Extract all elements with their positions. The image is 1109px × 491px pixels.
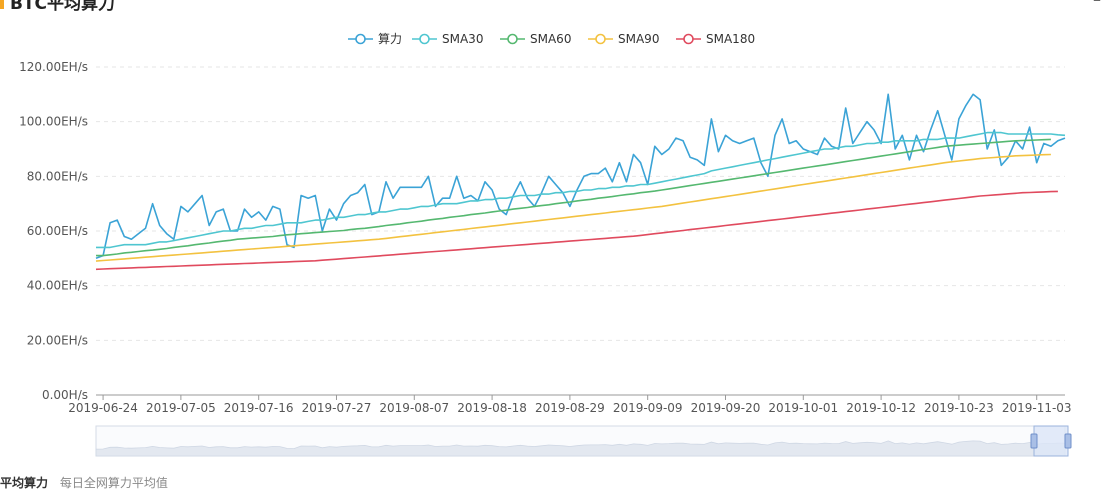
series-line-sma90 — [95, 153, 1051, 262]
legend-item[interactable]: SMA90 — [588, 32, 659, 46]
zoom-selected-range[interactable] — [1033, 425, 1069, 457]
x-tick-label: 2019-08-18 — [457, 401, 527, 415]
footer-label: 平均算力 — [0, 476, 49, 490]
x-tick-label: 2019-10-12 — [846, 401, 916, 415]
zoom-handle[interactable] — [1064, 433, 1072, 449]
y-tick-label: 120.00EH/s — [19, 60, 88, 74]
title-accent-bar — [0, 0, 4, 9]
x-tick-label: 2019-07-05 — [146, 401, 216, 415]
y-tick-label: 40.00EH/s — [27, 279, 88, 293]
legend-label: SMA30 — [442, 32, 483, 46]
hashrate-chart: 0.00H/s 20.00EH/s 40.00EH/s 60.00EH/s 80.00E… — [19, 31, 1072, 457]
series-line-sma30 — [96, 131, 1066, 249]
x-tick-label: 2019-09-20 — [691, 401, 761, 415]
y-tick-label: 0.00H/s — [42, 388, 88, 402]
x-tick-label: 2019-08-29 — [535, 401, 605, 415]
legend-circle-icon — [419, 33, 430, 45]
legend-item[interactable]: SMA180 — [676, 32, 755, 46]
y-tick-label: 80.00EH/s — [27, 169, 88, 183]
x-tick-label: 2019-10-23 — [924, 401, 994, 415]
x-tick-label: 2019-06-24 — [68, 401, 138, 415]
legend-item[interactable]: SMA30 — [412, 32, 483, 46]
legend-label: SMA60 — [530, 32, 571, 46]
y-tick-label: 100.00EH/s — [19, 115, 88, 129]
x-tick-label: 2019-08-07 — [379, 401, 449, 415]
zoom-slider-preview — [95, 440, 1066, 457]
legend-circle-icon — [595, 33, 606, 45]
legend-circle-icon — [355, 33, 366, 45]
x-tick-label: 2019-11-03 — [1002, 401, 1072, 415]
y-tick-label: 60.00EH/s — [27, 224, 88, 238]
y-tick-label: 20.00EH/s — [27, 333, 88, 347]
x-tick-label: 2019-09-09 — [613, 401, 683, 415]
x-tick-label: 2019-07-16 — [224, 401, 294, 415]
page-title: BTC平均算力 — [10, 0, 116, 14]
x-tick-label: 2019-10-01 — [768, 401, 838, 415]
zoom-handle[interactable] — [1030, 433, 1038, 449]
legend-label: SMA90 — [618, 32, 659, 46]
legend-label: SMA180 — [706, 32, 755, 46]
series-line-sma180 — [95, 190, 1058, 271]
chart-title-bar: BTC平均算力 — [0, 0, 116, 14]
legend-item[interactable]: 算力 — [348, 31, 402, 46]
series-line-hashrate — [95, 93, 1066, 260]
legend-circle-icon — [507, 33, 518, 45]
footer-desc-text: 每日全网算力平均值 — [59, 476, 168, 490]
x-tick-label: 2019-07-27 — [302, 401, 372, 415]
legend-item[interactable]: SMA60 — [500, 32, 571, 46]
legend-label: 算力 — [378, 31, 402, 46]
minimize-icon[interactable]: – — [1093, 0, 1101, 9]
footer-description: 平均算力 每日全网算力平均值 — [0, 474, 168, 491]
series-line-sma60 — [96, 138, 1051, 257]
legend-circle-icon — [683, 33, 694, 45]
